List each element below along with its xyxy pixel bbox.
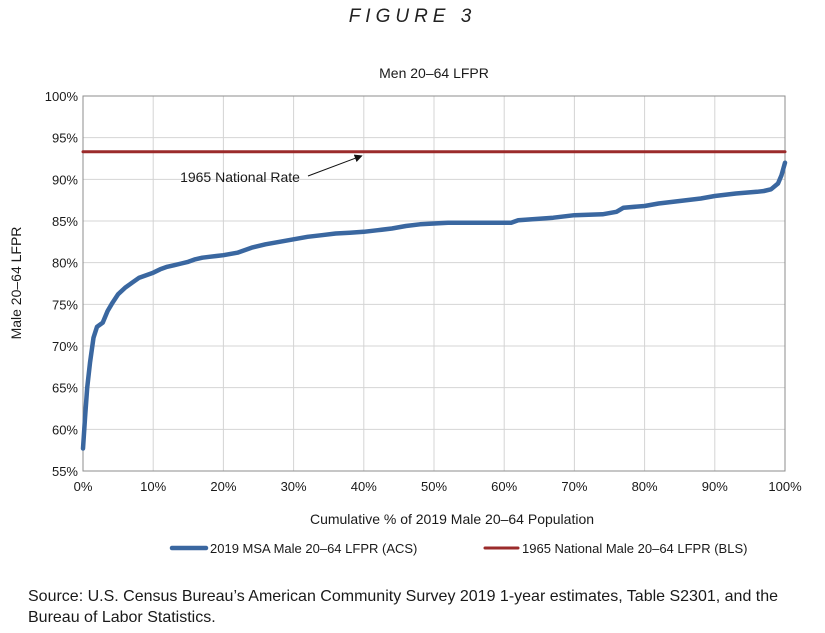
y-tick-label: 80% bbox=[52, 256, 78, 271]
y-tick-label: 70% bbox=[52, 339, 78, 354]
x-tick-label: 10% bbox=[140, 479, 166, 494]
y-tick-label: 55% bbox=[52, 464, 78, 479]
annotation-layer: 1965 National Rate bbox=[180, 154, 363, 185]
plot-area-frame bbox=[82, 95, 786, 472]
legend: 2019 MSA Male 20–64 LFPR (ACS) 1965 Natio… bbox=[169, 541, 747, 556]
y-tick-label: 75% bbox=[52, 297, 78, 312]
y-axis-ticks: 55% 60% 65% 70% 75% 80% 85% 90% 95% 100% bbox=[45, 89, 79, 479]
x-tick-label: 0% bbox=[74, 479, 93, 494]
y-tick-label: 65% bbox=[52, 381, 78, 396]
y-tick-label: 100% bbox=[45, 89, 79, 104]
x-tick-label: 90% bbox=[702, 479, 728, 494]
x-axis-ticks: 0% 10% 20% 30% 40% 50% 60% 70% 80% 90% 100% bbox=[74, 479, 802, 494]
x-tick-label: 20% bbox=[210, 479, 236, 494]
x-tick-label: 60% bbox=[491, 479, 517, 494]
y-tick-label: 95% bbox=[52, 131, 78, 146]
series-layer bbox=[80, 150, 788, 451]
y-axis-label: Male 20–64 LFPR bbox=[8, 227, 24, 340]
legend-item-national-1965: 1965 National Male 20–64 LFPR (BLS) bbox=[483, 541, 747, 556]
x-tick-label: 30% bbox=[281, 479, 307, 494]
figure-heading: FIGURE 3 bbox=[348, 6, 477, 27]
x-tick-label: 50% bbox=[421, 479, 447, 494]
source-note: Source: U.S. Census Bureau’s American Co… bbox=[28, 588, 779, 626]
x-tick-label: 70% bbox=[561, 479, 587, 494]
series-line-msa-2019 bbox=[80, 160, 788, 451]
y-tick-label: 85% bbox=[52, 214, 78, 229]
annotation-label: 1965 National Rate bbox=[180, 169, 300, 185]
y-tick-label: 60% bbox=[52, 422, 78, 437]
legend-label: 1965 National Male 20–64 LFPR (BLS) bbox=[522, 541, 747, 556]
x-tick-label: 80% bbox=[632, 479, 658, 494]
annotation-arrow bbox=[307, 154, 363, 177]
line-chart: Men 20–64 LFPR 55% 60% 65% 70% 75% 80% 85% 90% 9… bbox=[8, 65, 802, 556]
x-axis-label: Cumulative % of 2019 Male 20–64 Populati… bbox=[310, 511, 594, 527]
chart-title: Men 20–64 LFPR bbox=[379, 65, 489, 81]
legend-item-msa-2019: 2019 MSA Male 20–64 LFPR (ACS) bbox=[169, 541, 417, 556]
x-tick-label: 100% bbox=[768, 479, 802, 494]
x-tick-label: 40% bbox=[351, 479, 377, 494]
y-tick-label: 90% bbox=[52, 172, 78, 187]
legend-label: 2019 MSA Male 20–64 LFPR (ACS) bbox=[210, 541, 417, 556]
